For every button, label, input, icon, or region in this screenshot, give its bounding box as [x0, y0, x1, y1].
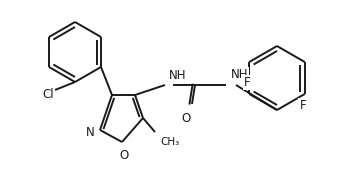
- Text: N: N: [86, 125, 95, 139]
- Text: Cl: Cl: [42, 88, 54, 100]
- Text: O: O: [181, 112, 191, 125]
- Text: O: O: [119, 149, 129, 162]
- Text: F: F: [244, 76, 251, 89]
- Text: F: F: [299, 99, 306, 112]
- Text: NH: NH: [231, 68, 248, 81]
- Text: CH₃: CH₃: [160, 137, 179, 147]
- Text: NH: NH: [169, 69, 186, 82]
